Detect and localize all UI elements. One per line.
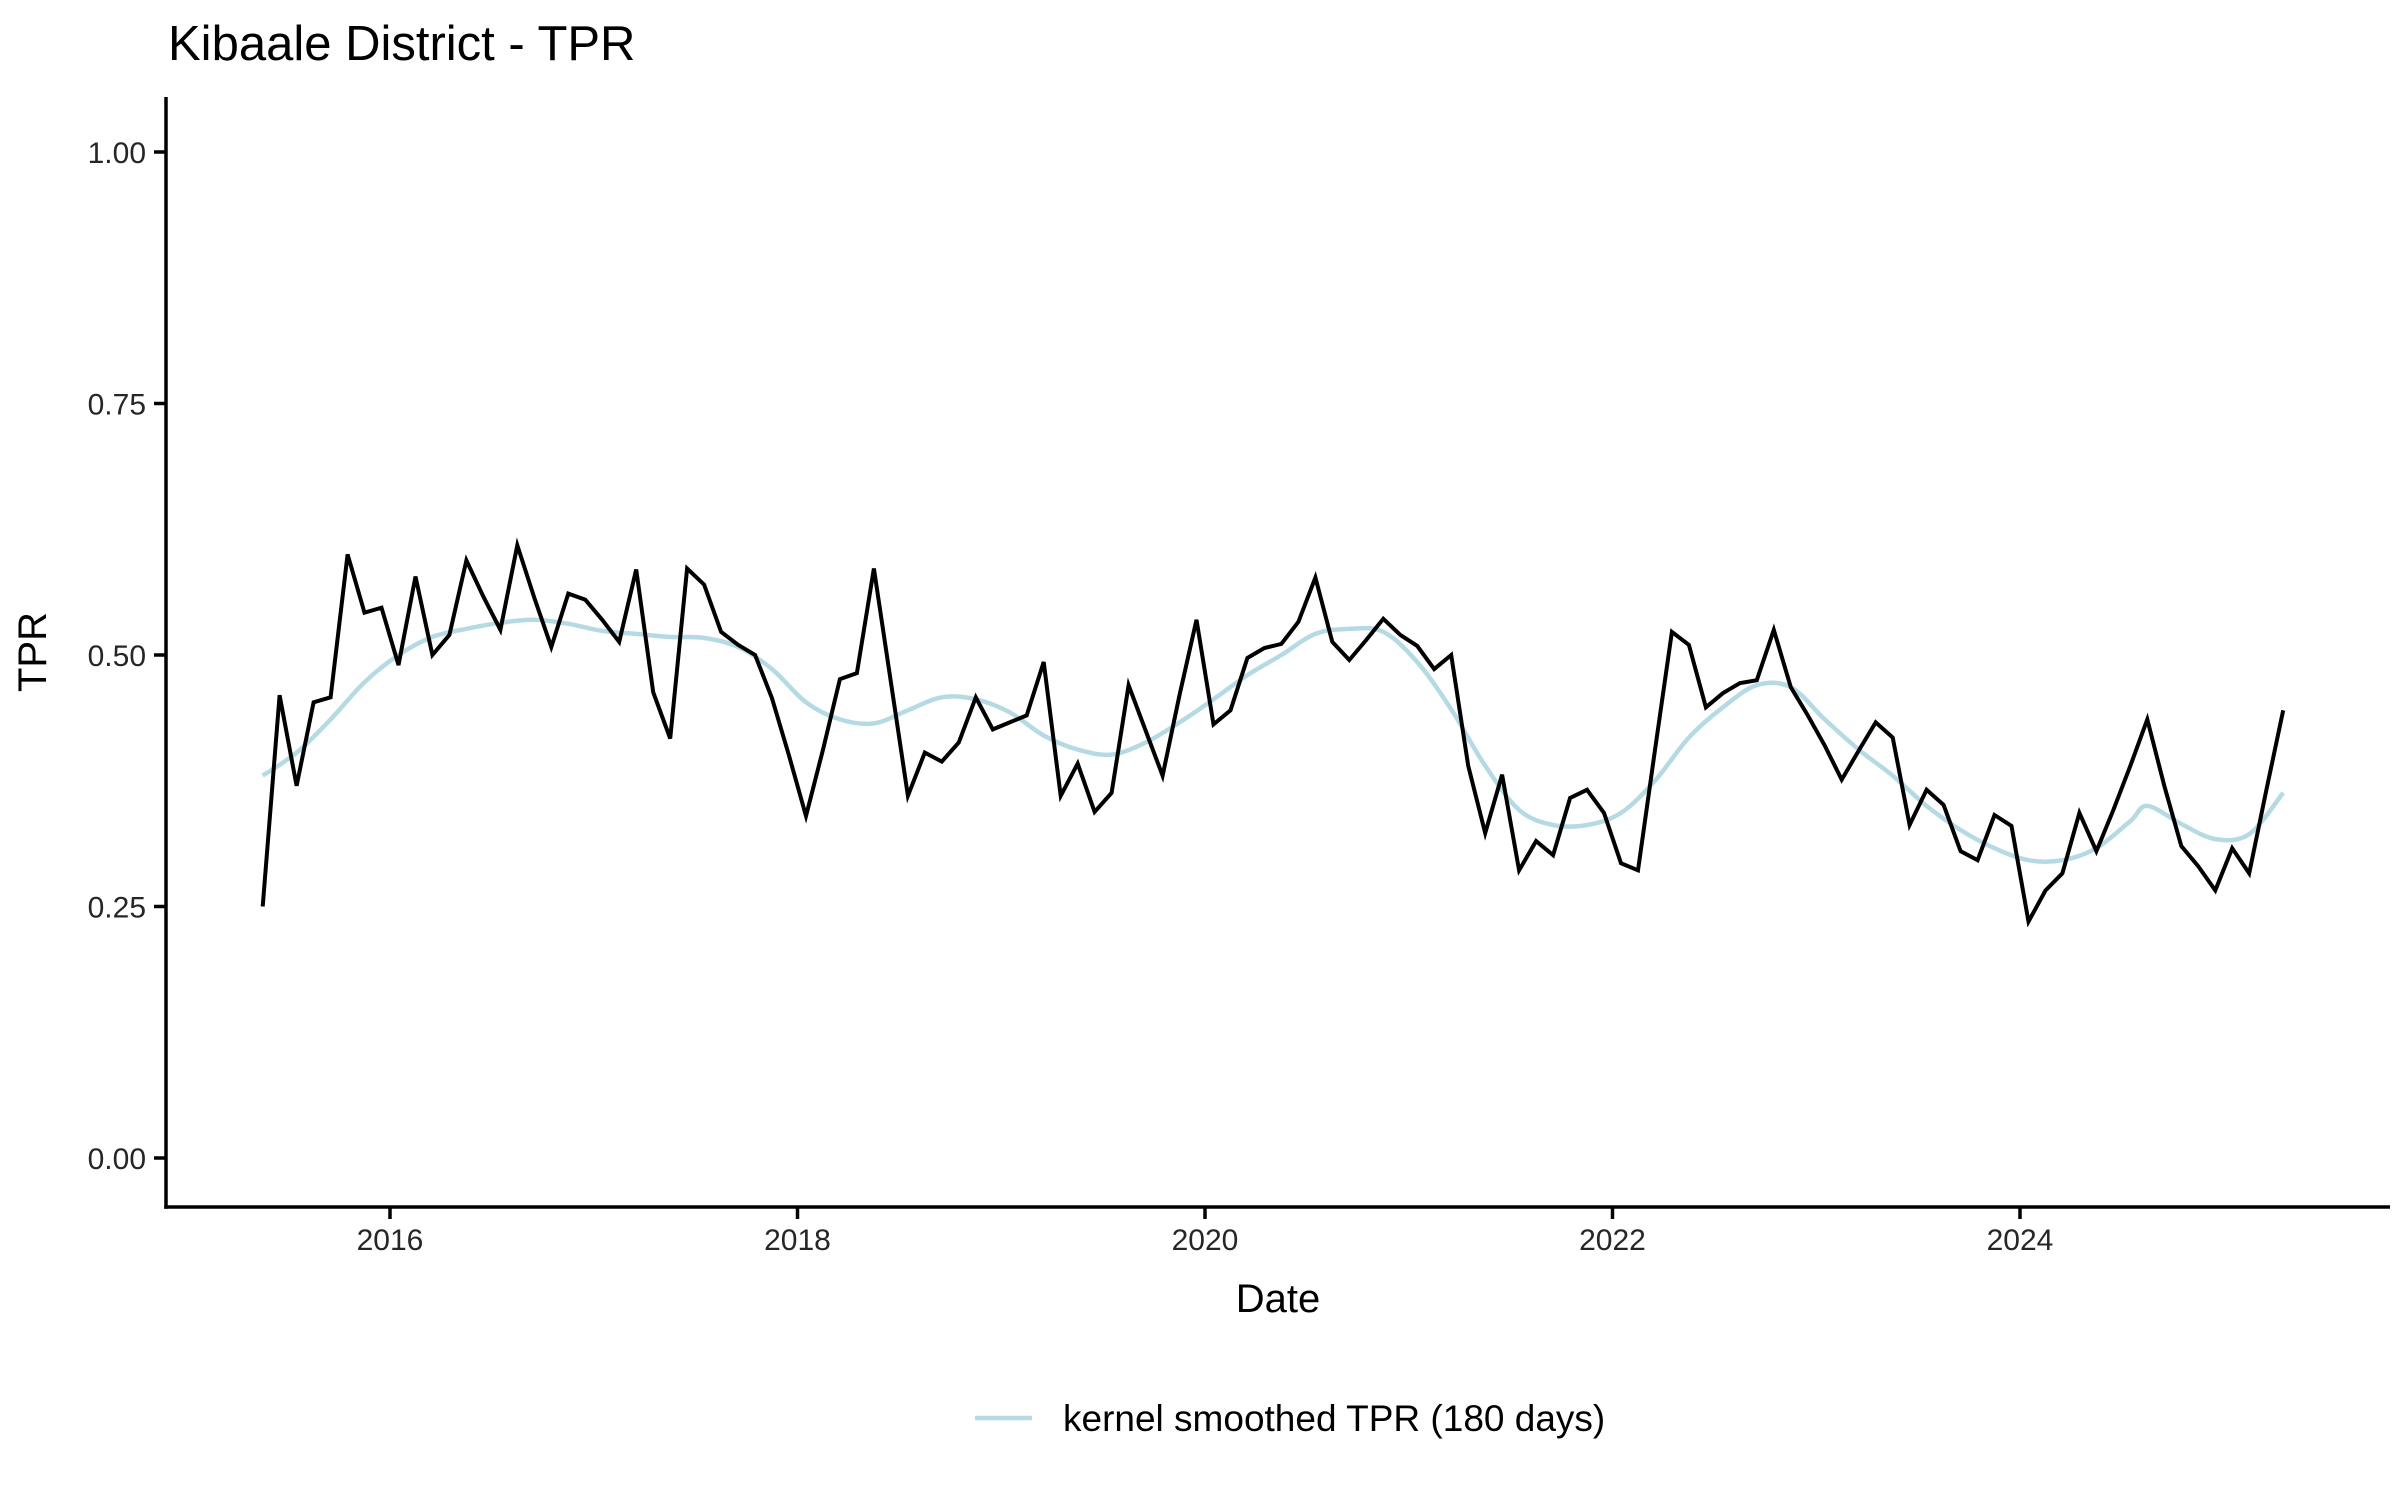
y-tick-label: 0.00 [88,1143,146,1176]
chart-title: Kibaale District - TPR [168,17,635,71]
x-tick-label: 2022 [1579,1224,1646,1257]
plot-area [260,537,2286,928]
y-axis-title: TPR [11,612,55,692]
x-tick-label: 2016 [357,1224,424,1257]
y-tick-label: 0.75 [88,389,146,422]
y-tick-label: 0.25 [88,892,146,925]
axes: 0.00 0.25 0.50 0.75 1.00 2016 2018 2020 2022 2024 [88,97,2390,1257]
x-tick-label: 2020 [1172,1224,1239,1257]
legend-label: kernel smoothed TPR (180 days) [1063,1398,1605,1439]
y-tick-label: 1.00 [88,137,146,170]
y-tick-label: 0.50 [88,640,146,673]
legend: kernel smoothed TPR (180 days) [975,1398,1605,1439]
x-tick-label: 2018 [764,1224,831,1257]
x-axis-title: Date [1236,1277,1321,1321]
monthly-tpr-line [260,537,2286,928]
x-tick-label: 2024 [1987,1224,2054,1257]
smoothed-tpr-line [261,617,2285,864]
